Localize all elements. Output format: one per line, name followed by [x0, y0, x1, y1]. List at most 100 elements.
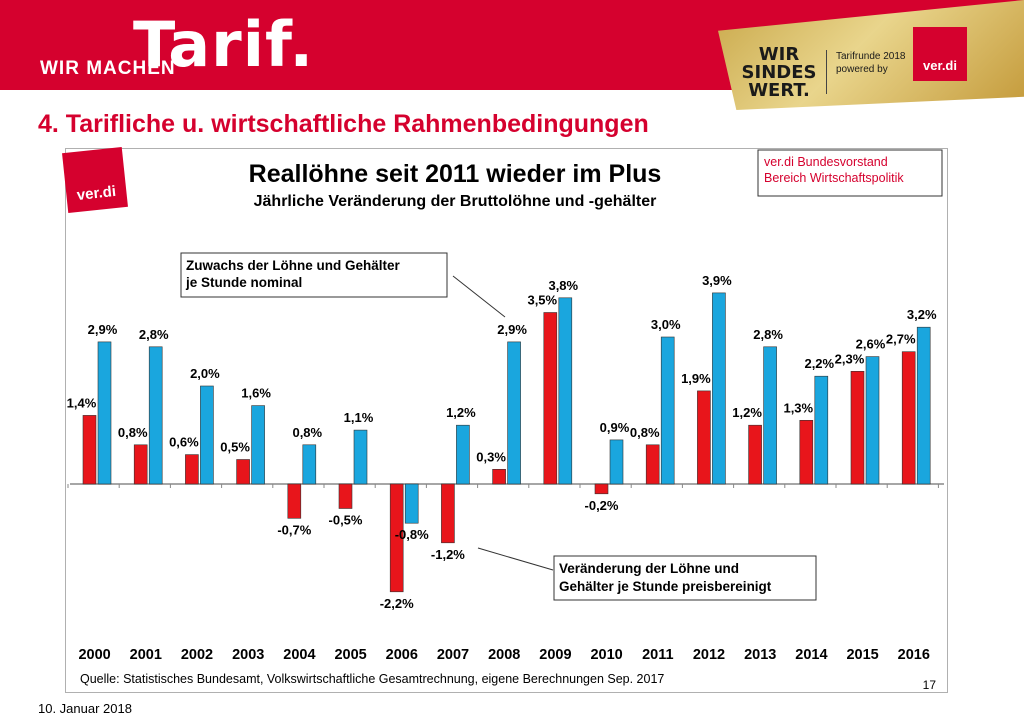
x-tick-label: 2016: [898, 647, 930, 663]
chart-source-note: Quelle: Statistisches Bundesamt, Volkswi…: [80, 672, 664, 686]
source-box-text: ver.di Bundesvorstand: [764, 155, 888, 169]
bar-nominal: [148, 346, 163, 485]
campaign-slogan: WIR SINDES WERT.: [735, 46, 823, 100]
bar-nominal: [200, 385, 214, 485]
bar-nominal: [302, 444, 317, 485]
data-label-nominal: 0,9%: [600, 420, 630, 435]
x-tick-label: 2004: [283, 647, 315, 663]
x-tick-label: 2006: [386, 647, 418, 663]
bar-nominal: [404, 483, 419, 524]
bar-nominal: [712, 292, 726, 485]
brand-logo: Tarif.: [133, 8, 315, 81]
bar-nominal: [814, 375, 829, 485]
bar-real: [697, 390, 711, 485]
x-tick-label: 2013: [744, 647, 776, 663]
bar-real: [850, 370, 865, 485]
bar-real: [645, 444, 660, 485]
bar-nominal: [609, 439, 624, 485]
x-tick-label: 2003: [232, 647, 264, 663]
data-label-real: -0,5%: [329, 513, 363, 528]
bar-nominal: [97, 341, 112, 485]
data-label-real: 2,3%: [835, 351, 865, 366]
slide-title: 4. Tarifliche u. wirtschaftliche Rahmenb…: [38, 110, 649, 138]
campaign-line: SINDES: [741, 62, 817, 83]
x-tick-label: 2008: [488, 647, 520, 663]
tagline: WIR MACHEN: [40, 58, 176, 79]
bar-nominal: [251, 405, 265, 485]
data-label-nominal: 2,2%: [804, 356, 834, 371]
bar-real: [748, 424, 762, 485]
data-label-real: -0,7%: [277, 522, 311, 537]
bar-real: [185, 454, 199, 485]
callout-nominal-pointer: [452, 275, 506, 318]
x-tick-label: 2011: [642, 647, 673, 663]
callout-nominal-text: Zuwachs der Löhne und Gehälter: [186, 258, 401, 273]
data-label-real: 0,8%: [630, 425, 660, 440]
bar-nominal: [916, 326, 931, 485]
bar-nominal: [763, 346, 777, 485]
data-label-nominal: 1,1%: [344, 410, 374, 425]
data-label-real: 0,6%: [169, 435, 199, 450]
campaign-divider: [826, 50, 827, 94]
campaign-line: WIR: [758, 44, 800, 65]
callout-real-text: Veränderung der Löhne und: [559, 561, 739, 576]
data-label-nominal: -0,8%: [395, 527, 429, 542]
source-box-text: Bereich Wirtschaftspolitik: [764, 171, 904, 185]
callout-nominal-box: [180, 252, 448, 298]
data-label-real: -1,2%: [431, 547, 465, 562]
data-label-real: -0,2%: [585, 498, 619, 513]
source-box: [757, 149, 943, 197]
campaign-subtext: Tarifrunde 2018 powered by: [836, 50, 906, 76]
bar-real: [338, 483, 353, 509]
x-tick-label: 2014: [795, 647, 827, 663]
bar-real: [82, 415, 97, 485]
data-label-nominal: 2,9%: [88, 322, 118, 337]
verdi-logo-text: ver.di: [923, 58, 957, 73]
bar-real: [287, 483, 302, 519]
data-label-nominal: 2,8%: [753, 327, 783, 342]
bar-nominal: [558, 297, 573, 485]
x-tick-label: 2002: [181, 647, 213, 663]
data-label-nominal: 2,6%: [856, 337, 886, 352]
x-tick-label: 2012: [693, 647, 725, 663]
bar-real: [236, 459, 250, 485]
verdi-logo: ver.di: [913, 27, 967, 81]
x-tick-label: 2001: [130, 647, 162, 663]
data-label-real: 0,3%: [476, 449, 506, 464]
bar-nominal: [865, 356, 880, 485]
bar-real: [441, 483, 455, 544]
x-tick-label: 2015: [846, 647, 878, 663]
chart-frame: [65, 148, 948, 693]
data-label-nominal: 2,9%: [497, 322, 527, 337]
data-label-real: 3,5%: [527, 293, 557, 308]
x-tick-label: 2005: [334, 647, 366, 663]
data-label-nominal: 1,2%: [446, 405, 476, 420]
data-label-nominal: 3,9%: [702, 273, 732, 288]
bar-real: [389, 483, 404, 593]
data-label-real: 0,5%: [220, 440, 250, 455]
x-tick-label: 2007: [437, 647, 469, 663]
data-label-nominal: 3,8%: [548, 278, 578, 293]
data-label-nominal: 1,6%: [241, 386, 271, 401]
callout-real-pointer: [477, 547, 554, 571]
data-label-real: 1,2%: [732, 405, 762, 420]
data-label-nominal: 2,0%: [190, 366, 220, 381]
slide-date: 10. Januar 2018: [38, 701, 132, 716]
campaign-sub-1: Tarifrunde 2018: [836, 51, 906, 62]
data-label-real: 0,8%: [118, 425, 148, 440]
callout-real-text: Gehälter je Stunde preisbereinigt: [559, 579, 772, 594]
bar-nominal: [456, 424, 470, 485]
x-tick-label: 2009: [539, 647, 571, 663]
data-label-real: -2,2%: [380, 596, 414, 611]
chart-subtitle: Jährliche Veränderung der Bruttolöhne un…: [254, 193, 657, 210]
data-label-real: 1,3%: [783, 400, 813, 415]
data-label-nominal: 2,8%: [139, 327, 169, 342]
data-label-nominal: 0,8%: [292, 425, 322, 440]
campaign-line: WERT.: [748, 80, 810, 101]
page-number: 17: [923, 678, 937, 692]
x-tick-label: 2010: [590, 647, 622, 663]
bar-real: [901, 351, 916, 485]
bar-real: [594, 483, 609, 495]
callout-real-box: [553, 555, 817, 601]
